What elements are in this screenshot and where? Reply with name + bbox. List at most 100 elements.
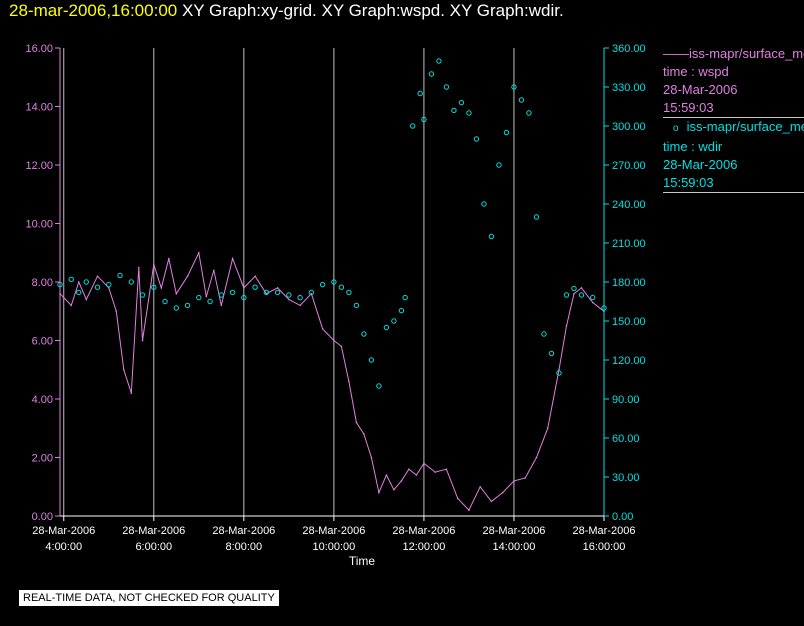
wspd-point [546, 427, 549, 430]
y-right-tick-label: 270.00 [612, 160, 646, 172]
wspd-point [591, 301, 594, 304]
wspd-point [243, 287, 245, 289]
y-right-tick-label: 300.00 [612, 121, 646, 133]
y-left-tick-label: 4.00 [32, 394, 53, 406]
wspd-point [276, 287, 279, 289]
wdir-point [68, 276, 74, 283]
wspd-point [370, 456, 373, 459]
wdir-point [286, 292, 292, 298]
wspd-point [400, 480, 403, 482]
wspd-point [299, 304, 301, 307]
wspd-point [603, 310, 605, 313]
y-right-tick-label: 180.00 [612, 277, 646, 289]
wdir-point [196, 294, 202, 301]
wdir-point [331, 279, 337, 285]
wdir-point [319, 281, 326, 288]
legend-line-marker: —— [663, 46, 689, 61]
wdir-point [590, 294, 596, 301]
wspd-point [186, 275, 189, 277]
wspd-point [130, 392, 133, 394]
wdir-point [496, 162, 502, 168]
wspd-point [175, 292, 178, 295]
wspd-point [385, 474, 388, 476]
series-line-wspd [59, 251, 605, 511]
wspd-point [115, 310, 118, 313]
wdir-point [571, 285, 577, 292]
wdir-point [383, 324, 390, 331]
wspd-point [468, 509, 470, 511]
y-left-tick-label: 6.00 [32, 336, 53, 348]
wdir-point [601, 305, 607, 311]
wdir-point [368, 357, 375, 363]
wdir-point [548, 350, 555, 357]
wspd-point [445, 468, 448, 471]
wspd-point [479, 485, 481, 488]
wdir-point [518, 97, 525, 103]
y-left-tick-label: 2.00 [32, 453, 53, 465]
wspd-point [152, 263, 155, 266]
wspd-point [321, 328, 324, 330]
wdir-point [533, 214, 540, 220]
wdir-point [436, 58, 442, 64]
wdir-point [207, 298, 213, 305]
wspd-point [254, 275, 256, 277]
wspd-point [122, 368, 125, 371]
wdir-point [57, 281, 63, 288]
x-tick-time: 6:00:00 [135, 541, 172, 553]
wspd-point [565, 325, 568, 327]
wdir-point [376, 383, 382, 389]
wdir-point [402, 294, 408, 301]
legend-entry-wdir: o iss-mapr/surface_met time : wdir 28-Mar… [663, 118, 804, 193]
chart-title: 28-mar-2006,16:00:00 XY Graph:xy-grid. X… [9, 1, 564, 21]
y-right-tick-label: 330.00 [612, 82, 646, 94]
wspd-point [423, 462, 425, 465]
wdir-point [526, 110, 532, 116]
x-tick-date: 28-Mar-2006 [392, 525, 455, 537]
wspd-point [558, 368, 560, 371]
y-right-tick-label: 30.00 [612, 472, 640, 484]
title-timestamp: 28-mar-2006,16:00:00 [9, 1, 178, 20]
x-tick-date: 28-Mar-2006 [212, 525, 275, 537]
wdir-point [338, 284, 345, 290]
wspd-point [490, 500, 493, 503]
wdir-point [162, 298, 168, 305]
x-tick-time: 16:00:00 [583, 541, 626, 553]
wdir-point [353, 302, 360, 309]
wspd-point [535, 456, 538, 459]
y-right-tick-label: 0.00 [612, 511, 633, 523]
wspd-point [355, 421, 358, 424]
wdir-point [128, 279, 134, 285]
wdir-point [409, 123, 416, 129]
wspd-point [393, 488, 395, 491]
legend-series-wdir: o iss-mapr/surface_met [663, 118, 804, 138]
x-tick-date: 28-Mar-2006 [122, 525, 185, 537]
y-left-tick-label: 12.00 [25, 160, 53, 172]
y-right-tick-label: 150.00 [612, 316, 646, 328]
wdir-point [229, 289, 236, 296]
wdir-point [466, 110, 472, 116]
y-right-tick-label: 120.00 [612, 355, 646, 367]
legend: ——iss-mapr/surface_met time : wspd 28-Ma… [663, 45, 804, 193]
wspd-point [107, 287, 110, 289]
wspd-point [348, 380, 350, 383]
legend-date-wdir: 28-Mar-2006 [663, 157, 738, 172]
x-tick-time: 10:00:00 [312, 541, 355, 553]
wdir-point [556, 370, 562, 376]
wdir-point [346, 289, 352, 296]
wdir-point [473, 136, 480, 142]
y-right-tick-label: 60.00 [612, 433, 640, 445]
wdir-point [106, 281, 112, 288]
wdir-point [511, 84, 517, 90]
wspd-point [96, 275, 99, 277]
wspd-point [456, 497, 459, 500]
y-left-tick-label: 8.00 [32, 277, 53, 289]
wspd-point [501, 491, 504, 494]
wdir-point [76, 289, 82, 296]
wspd-point [580, 287, 583, 289]
y-left-tick-label: 16.00 [25, 43, 53, 55]
wspd-point [220, 304, 223, 307]
wdir-point [297, 294, 303, 301]
wdir-point [563, 292, 570, 298]
wspd-point [85, 298, 88, 301]
